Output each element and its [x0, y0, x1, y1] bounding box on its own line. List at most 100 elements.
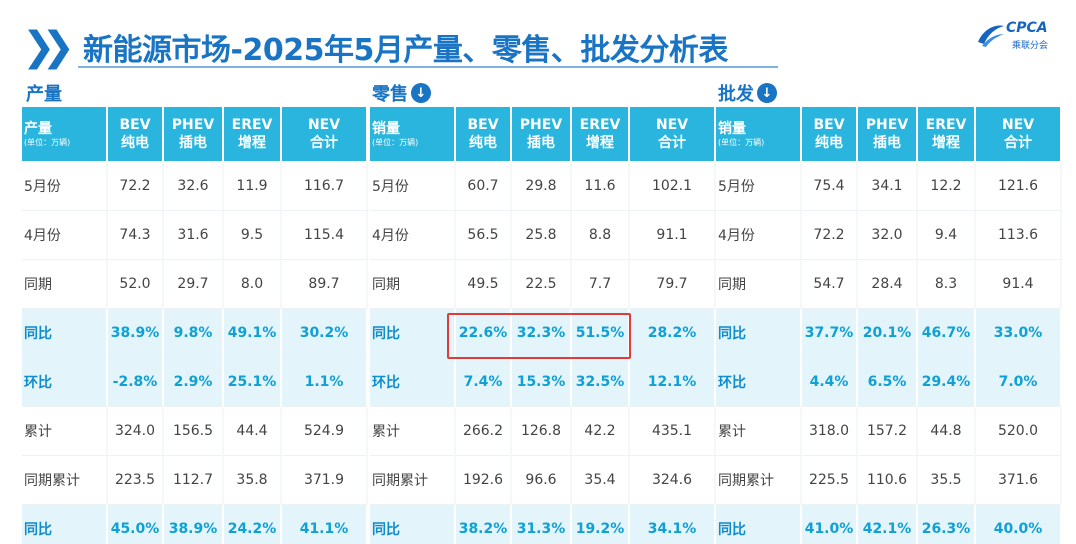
table-cell: 29.7 — [164, 260, 224, 309]
column-header-name: 纯电 — [121, 135, 149, 151]
column-header: EREV 增程 — [224, 107, 282, 162]
table-cell: 45.0% — [108, 505, 164, 544]
page-title: 新能源市场-2025年5月产量、零售、批发分析表 — [83, 33, 728, 68]
table-cell: 115.4 — [282, 211, 368, 260]
column-header: BEV 纯电 — [108, 107, 164, 162]
column-header-code: NEV — [655, 117, 689, 133]
table-cell: 31.3% — [512, 505, 572, 544]
section-label-text: 零售 — [372, 84, 408, 105]
row-label: 同比 — [716, 505, 802, 544]
table-cell: 42.2 — [572, 407, 630, 456]
table-cell: 40.0% — [976, 505, 1062, 544]
table-cell: 324.0 — [108, 407, 164, 456]
table-cell: 113.6 — [976, 211, 1062, 260]
logo-text: CPCA — [1006, 20, 1048, 36]
table-row: 同期累计 192.6 96.6 35.4 324.6 — [370, 456, 716, 505]
row-label: 同期累计 — [370, 456, 456, 505]
row-label: 同比 — [370, 505, 456, 544]
column-header: BEV 纯电 — [456, 107, 512, 162]
column-header-name: 插电 — [873, 135, 901, 151]
table-cell: 30.2% — [282, 309, 368, 358]
header-unit-label: (单位：万辆) — [24, 138, 71, 147]
table-cell: 52.0 — [108, 260, 164, 309]
table-cell: 54.7 — [802, 260, 858, 309]
table-row: 环比 7.4% 15.3% 32.5% 12.1% — [370, 358, 716, 407]
table-cell: 96.6 — [512, 456, 572, 505]
table-cell: 7.0% — [976, 358, 1062, 407]
column-header-name: 增程 — [932, 135, 960, 151]
row-label: 同期累计 — [716, 456, 802, 505]
table-cell: 22.5 — [512, 260, 572, 309]
table-cell: 32.5% — [572, 358, 630, 407]
column-header-code: EREV — [579, 117, 621, 133]
column-header-name: 增程 — [586, 135, 614, 151]
table-row: 同期 49.5 22.5 7.7 79.7 — [370, 260, 716, 309]
title-underline — [78, 66, 778, 68]
table-cell: 7.7 — [572, 260, 630, 309]
table-cell: 12.1% — [630, 358, 716, 407]
table-cell: 89.7 — [282, 260, 368, 309]
table-cell: 11.6 — [572, 162, 630, 211]
column-header-code: PHEV — [519, 117, 563, 133]
table-cell: 157.2 — [858, 407, 918, 456]
row-label: 5月份 — [22, 162, 108, 211]
table-header-row: 销量 (单位：万辆) BEV 纯电 PHEV 插电 EREV 增程 NEV 合计 — [370, 107, 716, 162]
table-cell: 121.6 — [976, 162, 1062, 211]
row-label: 环比 — [716, 358, 802, 407]
table-cell: 91.1 — [630, 211, 716, 260]
column-header: PHEV 插电 — [164, 107, 224, 162]
table-cell: 35.8 — [224, 456, 282, 505]
column-header: PHEV 插电 — [858, 107, 918, 162]
table-cell: 110.6 — [858, 456, 918, 505]
table-row: 累计 266.2 126.8 42.2 435.1 — [370, 407, 716, 456]
retail-table: 销量 (单位：万辆) BEV 纯电 PHEV 插电 EREV 增程 NEV 合计 5月份 60.7 29… — [370, 107, 716, 544]
row-label: 同期 — [716, 260, 802, 309]
section-label-text: 产量 — [26, 84, 62, 105]
table-cell: 35.5 — [918, 456, 976, 505]
table-cell: 435.1 — [630, 407, 716, 456]
row-label: 同比 — [370, 309, 456, 358]
cpca-logo: CPCA 乘联分会 — [976, 20, 1058, 51]
column-header-code: PHEV — [171, 117, 215, 133]
table-cell: 7.4% — [456, 358, 512, 407]
column-header-code: BEV — [813, 117, 845, 133]
table-row: 4月份 74.3 31.6 9.5 115.4 — [22, 211, 368, 260]
table-cell: 24.2% — [224, 505, 282, 544]
table-cell: 223.5 — [108, 456, 164, 505]
table-cell: 38.2% — [456, 505, 512, 544]
header-metric-cell: 销量 (单位：万辆) — [716, 107, 802, 162]
table-cell: 49.1% — [224, 309, 282, 358]
table-cell: 2.9% — [164, 358, 224, 407]
highlight-callout-box — [447, 313, 631, 359]
header-metric-label: 销量 — [718, 121, 746, 137]
table-cell: 26.3% — [918, 505, 976, 544]
table-cell: 37.7% — [802, 309, 858, 358]
header-metric-label: 产量 — [24, 121, 52, 137]
column-header-name: 合计 — [658, 135, 686, 151]
table-cell: 156.5 — [164, 407, 224, 456]
column-header-code: BEV — [467, 117, 499, 133]
header-metric-label: 销量 — [372, 121, 400, 137]
table-cell: 42.1% — [858, 505, 918, 544]
table-cell: -2.8% — [108, 358, 164, 407]
column-header-code: NEV — [307, 117, 341, 133]
column-header-code: PHEV — [865, 117, 909, 133]
row-label: 累计 — [370, 407, 456, 456]
column-header-name: 合计 — [1004, 135, 1032, 151]
column-header-code: NEV — [1001, 117, 1035, 133]
table-cell: 112.7 — [164, 456, 224, 505]
row-label: 同比 — [22, 505, 108, 544]
table-cell: 8.0 — [224, 260, 282, 309]
logo-swoosh-icon — [978, 25, 1004, 47]
column-header-code: BEV — [119, 117, 151, 133]
table-row: 环比 4.4% 6.5% 29.4% 7.0% — [716, 358, 1062, 407]
table-cell: 72.2 — [802, 211, 858, 260]
row-label: 同比 — [716, 309, 802, 358]
header-metric-cell: 产量 (单位：万辆) — [22, 107, 108, 162]
table-cell: 32.0 — [858, 211, 918, 260]
table-row: 同比 22.6% 32.3% 51.5% 28.2% — [370, 309, 716, 358]
table-cell: 225.5 — [802, 456, 858, 505]
table-cell: 4.4% — [802, 358, 858, 407]
table-cell: 79.7 — [630, 260, 716, 309]
column-header: EREV 增程 — [918, 107, 976, 162]
